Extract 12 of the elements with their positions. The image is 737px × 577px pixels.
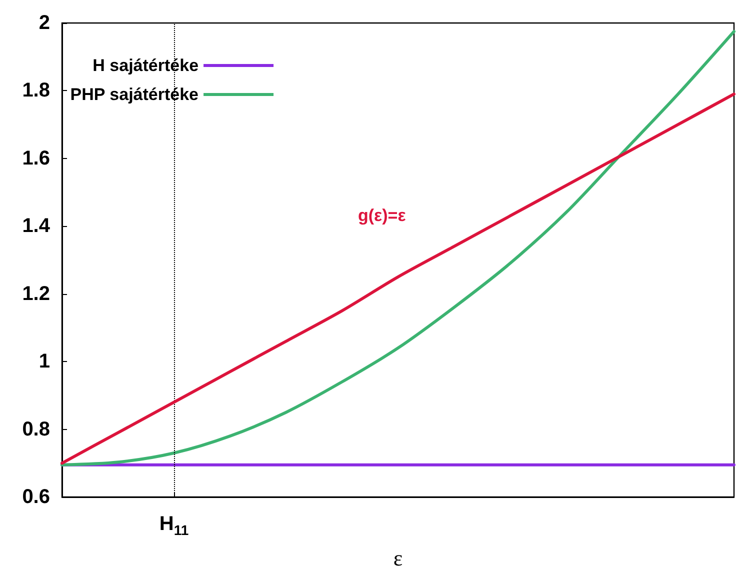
- y-tick-label: 1.4: [22, 215, 51, 238]
- legend-label: PHP sajátértéke: [70, 85, 199, 104]
- annotation: g(ε)=ε: [358, 206, 406, 225]
- y-tick-label: 2: [38, 12, 50, 34]
- y-tick-label: 1.8: [22, 80, 50, 102]
- legend-label: H sajátértéke: [92, 56, 199, 75]
- y-tick-label: 1: [38, 350, 50, 373]
- y-tick-label: 0.6: [22, 486, 50, 508]
- y-tick-label: 1.6: [22, 147, 50, 170]
- y-tick-label: 0.8: [22, 418, 50, 440]
- x-axis-title: ε: [393, 546, 403, 570]
- y-tick-label: 1.2: [22, 282, 50, 305]
